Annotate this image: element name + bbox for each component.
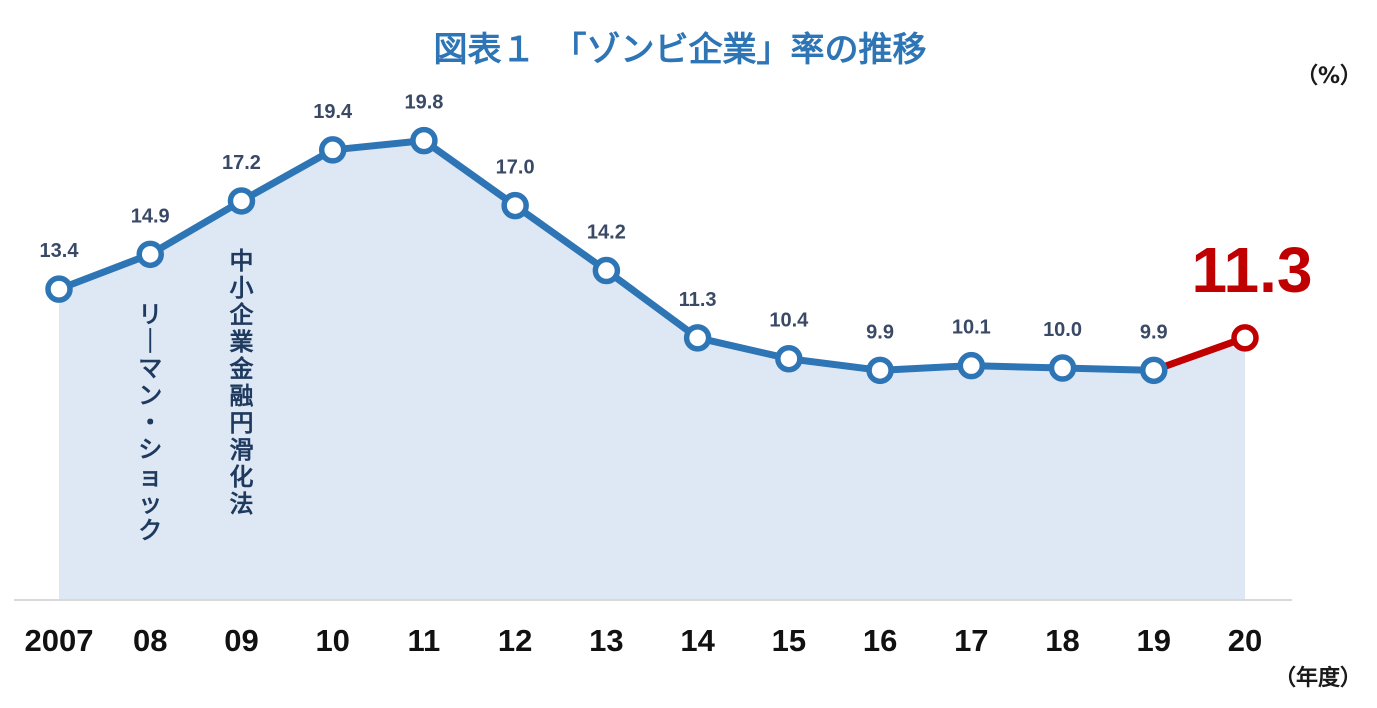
data-point-marker (136, 240, 164, 269)
data-point-marker (45, 275, 73, 303)
x-unit-label: （年度） (1274, 665, 1362, 691)
data-label: 11.3 (679, 289, 717, 311)
data-label: 17.2 (222, 152, 261, 174)
data-point-marker (227, 187, 256, 215)
x-tick-label: 08 (133, 623, 167, 658)
data-point-marker (683, 324, 712, 352)
x-tick-label: 12 (498, 623, 532, 658)
x-tick-label: 17 (954, 623, 988, 658)
x-tick-label: 10 (315, 623, 349, 658)
data-label: 19.4 (313, 101, 353, 123)
annotation-text: リ｜マン・ショック (138, 300, 162, 544)
x-tick-label: 09 (224, 623, 258, 658)
data-point-marker (410, 126, 438, 155)
data-label: 17.0 (496, 157, 535, 179)
x-tick-label: 16 (863, 623, 897, 658)
x-tick-label: 14 (680, 623, 715, 658)
x-tick-label: 13 (589, 623, 623, 658)
chart-title: 図表１ 「ゾンビ企業」率の推移 (434, 30, 927, 70)
x-tick-label: 18 (1045, 623, 1079, 658)
data-point-marker (501, 191, 529, 220)
data-point-marker (775, 344, 803, 373)
x-tick-label: 11 (408, 623, 441, 658)
data-label: 9.9 (866, 321, 894, 343)
data-label: 13.4 (40, 240, 80, 262)
data-point-marker (957, 351, 986, 380)
data-point-marker (866, 356, 894, 385)
data-label: 9.9 (1140, 321, 1168, 343)
highlight-marker (1231, 324, 1259, 352)
data-point-marker (1140, 356, 1168, 385)
data-label: 10.1 (952, 317, 991, 339)
data-point-marker (592, 256, 621, 285)
highlight-data-label: 11.3 (1191, 234, 1312, 306)
data-point-marker (318, 136, 347, 164)
data-label: 10.0 (1043, 319, 1082, 341)
x-tick-label: 2007 (25, 623, 94, 658)
data-label: 19.8 (404, 92, 443, 114)
data-label: 14.2 (587, 222, 626, 244)
data-label: 14.9 (131, 205, 170, 227)
x-tick-label: 15 (772, 623, 806, 658)
x-tick-label: 19 (1137, 623, 1171, 658)
series-area (59, 140, 1245, 600)
y-unit-label: （%） (1296, 64, 1362, 89)
plot-area: 13.4 14.9 17.2 19.4 19.8 17.0 14.2 11.3 10.4 9.9 1… (14, 92, 1313, 658)
x-tick-label: 20 (1228, 623, 1262, 658)
data-label: 10.4 (769, 310, 809, 332)
annotation-text: 中小企業金融円滑化法 (228, 247, 254, 518)
highlight-segment (1150, 334, 1249, 374)
data-point-marker (1048, 354, 1077, 382)
